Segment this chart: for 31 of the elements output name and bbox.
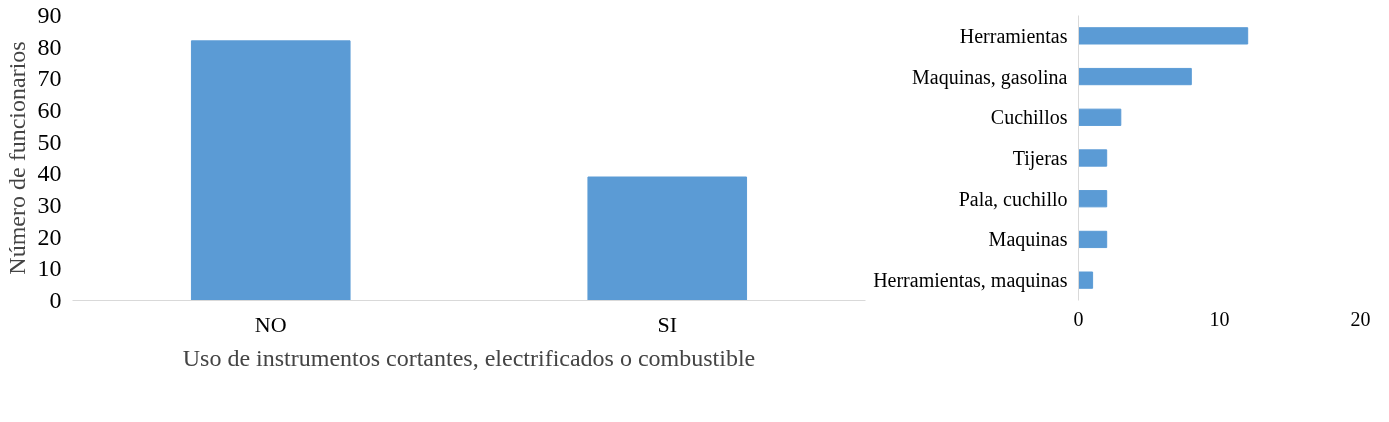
x-tick-label: NO — [254, 311, 287, 337]
y-tick-label: 90 — [37, 2, 62, 28]
y-tick-label: 20 — [37, 223, 62, 250]
x-axis-title: Uso de instrumentos cortantes, electrificados o combustible — [182, 344, 756, 371]
y-tick-label: 70 — [37, 65, 62, 92]
x-tick-label: 0 — [1073, 307, 1084, 330]
y-tick-label: 10 — [37, 255, 62, 282]
bar — [1078, 27, 1249, 45]
y-tick-label: 40 — [37, 160, 62, 187]
x-tick-label: 20 — [1350, 307, 1371, 330]
x-tick-label: SI — [657, 311, 678, 337]
y-tick-label: Tijeras — [1012, 147, 1068, 170]
y-tick-label: Maquinas, gasolina — [911, 65, 1068, 89]
y-tick-label: Cuchillos — [990, 106, 1068, 129]
y-tick-label: Maquinas — [988, 228, 1068, 252]
y-tick-label: 0 — [49, 287, 62, 313]
bar — [1078, 108, 1122, 126]
y-tick-label: 80 — [37, 33, 62, 60]
y-tick-label: 50 — [37, 128, 62, 155]
y-tick-label: Herramientas, maquinas — [873, 269, 1068, 293]
bar — [1078, 149, 1108, 167]
x-tick-label: 10 — [1209, 307, 1230, 330]
y-tick-label: Herramientas — [959, 24, 1068, 47]
y-tick-label: Pala, cuchillo — [958, 187, 1068, 210]
bar — [1078, 271, 1094, 289]
bar — [1078, 67, 1192, 86]
bar — [1078, 230, 1108, 249]
bar — [1078, 190, 1108, 208]
y-tick-label: 60 — [37, 97, 62, 123]
y-tick-label: 30 — [37, 192, 62, 218]
y-axis-title: Número de funcionarios — [3, 41, 30, 275]
